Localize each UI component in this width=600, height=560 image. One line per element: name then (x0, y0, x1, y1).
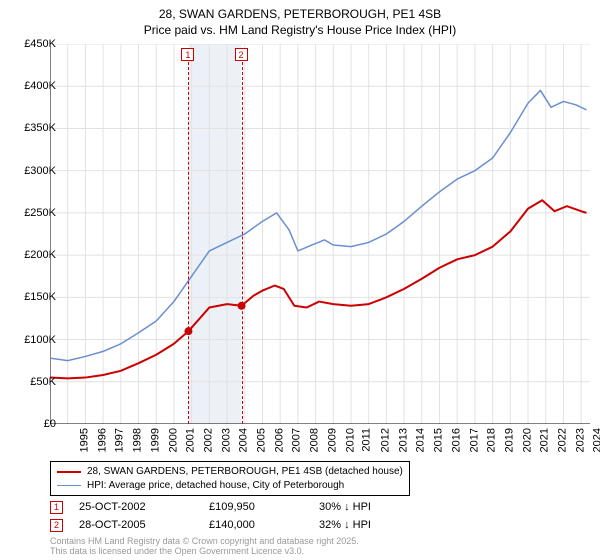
y-tick-label: £150K (24, 291, 56, 303)
sale-marker-icon: 2 (50, 519, 63, 532)
x-tick-label: 2006 (273, 428, 285, 452)
legend: 28, SWAN GARDENS, PETERBOROUGH, PE1 4SB … (50, 461, 410, 496)
chart-plot-area (50, 44, 590, 424)
x-tick-label: 2009 (326, 428, 338, 452)
x-tick-label: 2019 (503, 428, 515, 452)
sale-delta: 32% ↓ HPI (319, 519, 371, 531)
x-tick-label: 1995 (78, 428, 90, 452)
x-tick-label: 2004 (238, 428, 250, 452)
x-tick-label: 2008 (309, 428, 321, 452)
y-tick-label: £100K (24, 334, 56, 346)
x-tick-label: 2020 (521, 428, 533, 452)
legend-swatch (57, 485, 81, 486)
x-tick-label: 2001 (185, 428, 197, 452)
x-tick-label: 1999 (149, 428, 161, 452)
y-tick-label: £350K (24, 122, 56, 134)
legend-swatch (57, 471, 81, 473)
title-line-2: Price paid vs. HM Land Registry's House … (0, 22, 600, 38)
sale-marker-box: 2 (235, 48, 248, 61)
y-tick-label: £0 (44, 418, 56, 430)
x-tick-label: 2022 (557, 428, 569, 452)
y-tick-label: £400K (24, 80, 56, 92)
legend-label: 28, SWAN GARDENS, PETERBOROUGH, PE1 4SB … (87, 465, 403, 479)
legend-item: HPI: Average price, detached house, City… (57, 479, 403, 493)
sales-row: 1 25-OCT-2002 £109,950 30% ↓ HPI (50, 498, 371, 516)
x-tick-label: 2018 (486, 428, 498, 452)
legend-item: 28, SWAN GARDENS, PETERBOROUGH, PE1 4SB … (57, 465, 403, 479)
x-tick-label: 2007 (291, 428, 303, 452)
x-tick-label: 2000 (167, 428, 179, 452)
legend-label: HPI: Average price, detached house, City… (87, 479, 344, 493)
attribution: Contains HM Land Registry data © Crown c… (50, 536, 359, 557)
sale-marker-box: 1 (181, 48, 194, 61)
x-tick-label: 2002 (202, 428, 214, 452)
sale-marker-vline (242, 62, 243, 424)
y-tick-label: £450K (24, 38, 56, 50)
sale-price: £109,950 (209, 501, 319, 513)
x-tick-label: 2017 (468, 428, 480, 452)
attribution-line-2: This data is licensed under the Open Gov… (50, 546, 359, 556)
x-tick-label: 1997 (114, 428, 126, 452)
x-tick-label: 1996 (96, 428, 108, 452)
title-line-1: 28, SWAN GARDENS, PETERBOROUGH, PE1 4SB (0, 6, 600, 22)
sale-date: 25-OCT-2002 (79, 501, 209, 513)
x-tick-label: 2003 (220, 428, 232, 452)
x-tick-label: 2024 (592, 428, 600, 452)
x-tick-label: 2021 (539, 428, 551, 452)
y-tick-label: £250K (24, 207, 56, 219)
x-tick-label: 2013 (397, 428, 409, 452)
x-tick-label: 2012 (379, 428, 391, 452)
attribution-line-1: Contains HM Land Registry data © Crown c… (50, 536, 359, 546)
sale-delta: 30% ↓ HPI (319, 501, 371, 513)
x-tick-label: 2005 (256, 428, 268, 452)
sale-date: 28-OCT-2005 (79, 519, 209, 531)
y-tick-label: £50K (30, 376, 56, 388)
x-tick-label: 2015 (433, 428, 445, 452)
chart-title: 28, SWAN GARDENS, PETERBOROUGH, PE1 4SB … (0, 0, 600, 38)
sale-price: £140,000 (209, 519, 319, 531)
sale-marker-icon: 1 (50, 501, 63, 514)
chart-svg (50, 44, 590, 424)
x-tick-label: 2014 (415, 428, 427, 452)
y-tick-label: £300K (24, 165, 56, 177)
x-tick-label: 2011 (361, 428, 373, 452)
x-tick-label: 2023 (574, 428, 586, 452)
sales-table: 1 25-OCT-2002 £109,950 30% ↓ HPI 2 28-OC… (50, 498, 371, 534)
x-tick-label: 1998 (132, 428, 144, 452)
x-tick-label: 2016 (450, 428, 462, 452)
sale-marker-vline (188, 62, 189, 424)
x-tick-label: 2010 (344, 428, 356, 452)
sales-row: 2 28-OCT-2005 £140,000 32% ↓ HPI (50, 516, 371, 534)
y-tick-label: £200K (24, 249, 56, 261)
